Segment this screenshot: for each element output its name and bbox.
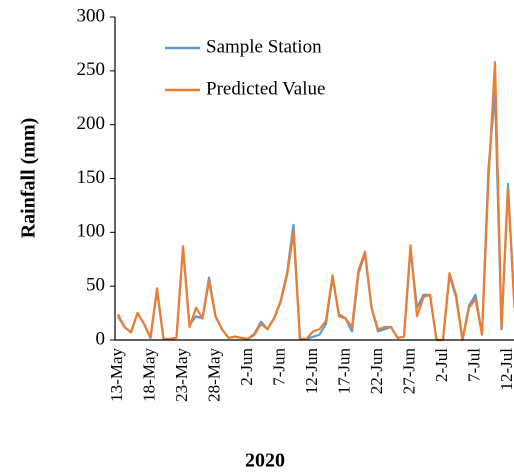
- y-axis-title: Rainfall (mm): [18, 118, 40, 239]
- plot-area: [117, 61, 514, 342]
- y-tick-label: 50: [86, 275, 105, 296]
- x-tick-label: 12-Jun: [302, 348, 321, 395]
- y-tick-label: 100: [77, 221, 106, 242]
- x-tick-label: 23-May: [172, 348, 191, 402]
- x-tick-label: 17-Jun: [334, 348, 353, 395]
- x-tick-label: 7-Jun: [269, 348, 288, 386]
- series-line: [117, 91, 514, 342]
- x-tick-label: 12-Jul: [497, 348, 514, 391]
- x-axis-title: 2020: [245, 450, 285, 472]
- x-tick-label: 2-Jun: [237, 348, 256, 386]
- y-tick-label: 300: [77, 5, 106, 26]
- series-line: [117, 61, 514, 342]
- y-tick-label: 250: [77, 59, 106, 80]
- legend-label: Predicted Value: [206, 78, 325, 99]
- y-tick-label: 0: [96, 328, 106, 349]
- y-tick-label: 150: [77, 167, 106, 188]
- x-tick-label: 28-May: [204, 348, 223, 402]
- x-tick-label: 7-Jul: [464, 348, 483, 382]
- x-tick-label: 27-Jun: [399, 348, 418, 395]
- legend-label: Sample Station: [206, 36, 322, 57]
- x-tick-label: 13-May: [107, 348, 126, 402]
- x-tick-label: 2-Jul: [432, 348, 451, 382]
- x-tick-label: 18-May: [139, 348, 158, 402]
- y-tick-label: 200: [77, 113, 106, 134]
- x-tick-label: 22-Jun: [367, 348, 386, 395]
